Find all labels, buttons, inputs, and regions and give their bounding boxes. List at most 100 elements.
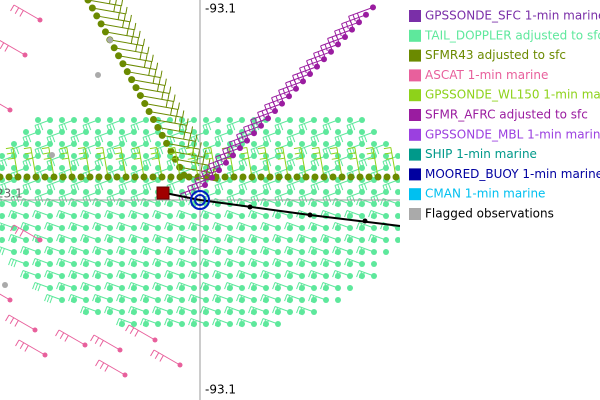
obs-dot <box>84 0 92 4</box>
wind-barb-flag <box>303 66 307 74</box>
wind-barb-flag <box>8 258 12 266</box>
legend-swatch <box>409 89 421 102</box>
wind-barb-flag <box>248 234 252 242</box>
obs-dot <box>215 129 221 135</box>
wind-barb-flag <box>176 306 180 314</box>
wind-barb <box>358 246 375 253</box>
wind-barb-flag <box>151 157 159 160</box>
obs-dot <box>149 173 157 181</box>
wind-barb-flag <box>193 224 197 232</box>
wind-barb-flag <box>145 53 148 61</box>
obs-dot <box>251 130 257 137</box>
obs-dot <box>299 165 305 171</box>
wind-barb-flag <box>142 223 147 231</box>
obs-dot <box>311 129 317 135</box>
legend-label: SHIP 1-min marine <box>425 147 537 161</box>
wind-barb-flag <box>39 147 44 155</box>
wind-barb-flag <box>205 212 209 220</box>
obs-dot <box>323 165 329 171</box>
obs-dot <box>155 141 161 147</box>
wind-barb-flag <box>68 246 72 254</box>
wind-barb-flag <box>164 294 168 302</box>
wind-barb-flag <box>240 152 248 155</box>
wind-barb-flag <box>303 195 308 203</box>
wind-barb-flag <box>49 200 53 208</box>
wind-barb-flag <box>46 271 51 279</box>
wind-barb-flag <box>152 234 156 242</box>
wind-barb-flag <box>51 135 56 143</box>
wind-barb-flag <box>142 199 147 207</box>
wind-barb <box>98 359 126 376</box>
wind-barb-flag <box>274 307 279 315</box>
wind-barb-flag <box>164 318 168 326</box>
wind-barb-flag <box>4 45 9 52</box>
wind-barb-flag <box>274 211 279 219</box>
wind-barb-flag <box>188 270 192 278</box>
wind-barb-flag <box>253 260 257 268</box>
obs-dot <box>50 173 58 181</box>
obs-dot <box>167 173 175 181</box>
wind-barb-flag <box>5 146 13 150</box>
storm-marker <box>156 186 170 200</box>
wind-barb-flag <box>217 200 221 208</box>
obs-dot <box>311 173 319 181</box>
wind-barb-flag <box>226 235 231 243</box>
wind-barb-flag <box>9 317 15 325</box>
wind-barb-flag <box>214 295 219 303</box>
wind-barb <box>8 314 36 331</box>
wind-barb <box>106 210 123 217</box>
obs-dot <box>383 153 389 159</box>
wind-barb-flag <box>94 337 100 345</box>
wind-barb-flag <box>122 20 125 28</box>
wind-barb-flag <box>132 152 140 155</box>
wind-barb-flag <box>79 157 87 160</box>
wind-barb-flag <box>128 21 131 29</box>
wind-barb-flag <box>265 320 269 328</box>
wind-barb-flag <box>155 62 159 70</box>
wind-barb-flag <box>194 178 198 186</box>
wind-barb-flag <box>116 222 120 230</box>
wind-barb-flag <box>384 152 392 155</box>
wind-barb-flag <box>27 159 32 167</box>
wind-barb <box>262 198 279 205</box>
wind-barb <box>214 246 231 253</box>
wind-barb-flag <box>373 236 377 244</box>
wind-barb-flag <box>64 335 69 342</box>
wind-barb-flag <box>271 97 275 105</box>
obs-dot <box>23 153 29 159</box>
obs-dot <box>0 153 5 159</box>
wind-barb-flag <box>387 159 392 167</box>
wind-barb-flag <box>313 200 317 208</box>
wind-barb-flag <box>233 140 237 148</box>
wind-barb-flag <box>248 306 252 314</box>
wind-barb-flag <box>339 183 344 191</box>
wind-barb-flag <box>282 88 286 96</box>
wind-barb-flag <box>183 147 188 155</box>
wind-barb-flag <box>286 223 291 231</box>
wind-barb-flag <box>156 84 160 92</box>
wind-barb-flag <box>363 159 368 167</box>
wind-barb <box>320 36 346 47</box>
obs-dot <box>293 85 299 92</box>
wind-barb-flag <box>248 258 252 266</box>
wind-barb-flag <box>132 29 135 37</box>
wind-barb-flag <box>176 258 180 266</box>
wind-barb-flag <box>154 235 159 243</box>
obs-dot <box>299 189 305 195</box>
track-point <box>307 212 313 218</box>
wind-barb-flag <box>351 123 356 131</box>
obs-dot <box>59 165 65 171</box>
wind-barb-flag <box>272 306 276 314</box>
wind-barb-flag <box>296 234 300 242</box>
wind-barb-flag <box>250 259 255 267</box>
wind-barb-flag <box>49 272 53 280</box>
obs-dot <box>258 122 264 129</box>
wind-barb-flag <box>97 224 101 232</box>
wind-barb-flag <box>356 270 360 278</box>
wind-barb-flag <box>298 283 303 291</box>
wind-barb-flag <box>203 146 211 150</box>
wind-barb-flag <box>212 270 216 278</box>
wind-barb <box>0 246 15 253</box>
wind-barb <box>154 234 171 241</box>
wind-barb-flag <box>361 248 365 256</box>
